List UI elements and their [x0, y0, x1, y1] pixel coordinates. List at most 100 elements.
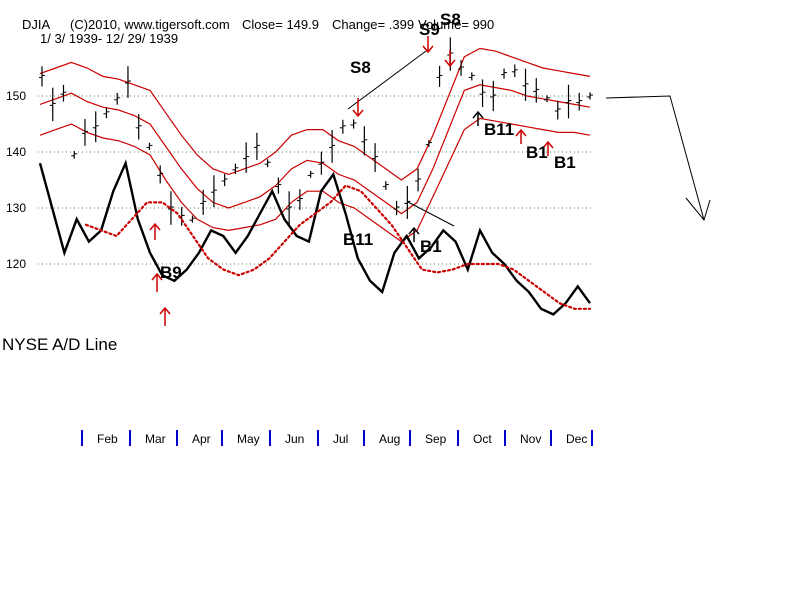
- price-bar: [232, 163, 239, 174]
- price-bar: [382, 181, 389, 191]
- month-label: Aug: [379, 432, 400, 446]
- trendline-1: [347, 50, 427, 110]
- price-bar: [146, 142, 153, 151]
- month-label: May: [237, 432, 260, 446]
- header-date-range: 1/ 3/ 1939- 12/ 29/ 1939: [40, 31, 178, 46]
- month-label: Dec: [566, 432, 587, 446]
- price-bar: [565, 84, 572, 119]
- price-bar: [124, 66, 131, 98]
- price-bar: [253, 132, 260, 161]
- price-bar: [350, 119, 357, 129]
- price-bar: [60, 84, 67, 102]
- price-bar: [533, 78, 540, 103]
- y-tick-label: 150: [6, 89, 26, 103]
- month-label: Jun: [285, 432, 304, 446]
- y-tick-label: 140: [6, 145, 26, 159]
- header-change: Change= .399: [332, 17, 414, 32]
- price-bar: [468, 72, 475, 81]
- price-bar: [415, 168, 422, 192]
- price-bar: [296, 189, 303, 210]
- price-bar: [243, 142, 250, 173]
- month-axis: Feb Mar Apr May Jun Jul Aug Sep Oct Nov Dec: [81, 430, 593, 446]
- buy-arrow-b11a: [472, 110, 484, 126]
- price-bar: [339, 119, 346, 134]
- price-bar: [458, 60, 465, 76]
- price-bar: [479, 79, 486, 107]
- sell-arrow-s8b: [444, 50, 456, 68]
- signal-label: B11: [343, 230, 373, 249]
- price-bar: [404, 185, 411, 219]
- price-bar: [329, 130, 336, 163]
- price-bar: [157, 165, 164, 184]
- month-label: Mar: [145, 432, 166, 446]
- signal-label: B11: [484, 120, 514, 139]
- middle-band-line: [39, 84, 591, 215]
- price-bar: [49, 87, 56, 122]
- price-bar: [275, 177, 282, 194]
- sell-arrow-s9: [422, 36, 434, 54]
- price-bar: [71, 150, 78, 159]
- price-bar: [210, 175, 217, 208]
- price-bar: [511, 64, 518, 78]
- y-tick-label: 130: [6, 201, 26, 215]
- price-bar: [436, 65, 443, 87]
- signal-arrows: [149, 36, 554, 326]
- a-d-line-moving-average-line: [84, 184, 592, 310]
- signal-label: S8: [440, 10, 461, 29]
- price-bar: [167, 191, 174, 225]
- price-bar: [490, 80, 497, 112]
- header-close: Close= 149.9: [242, 17, 319, 32]
- signal-label: B9: [160, 263, 182, 282]
- price-bar: [114, 92, 121, 105]
- price-bar: [221, 173, 228, 187]
- upper-band-line: [39, 47, 591, 181]
- lower-band-line: [39, 117, 591, 243]
- buy-arrow-b1c: [542, 140, 554, 156]
- price-bar: [81, 118, 88, 146]
- signal-label: S8: [350, 58, 371, 77]
- buy-arrow-b1b: [515, 128, 527, 144]
- price-bar: [522, 68, 529, 101]
- price-bar: [501, 68, 508, 79]
- buy-arrow-b9-1: [149, 222, 161, 240]
- ad-line-moving-average: [84, 184, 592, 310]
- price-bar: [393, 200, 400, 216]
- nyse-a-d-line-line: [38, 159, 591, 316]
- price-bar: [318, 151, 325, 175]
- signal-label: B1: [526, 143, 548, 162]
- trendline-2: [407, 201, 455, 227]
- price-bar: [425, 140, 432, 147]
- price-bar: [307, 171, 314, 178]
- month-label: Jul: [333, 432, 348, 446]
- price-bar: [189, 215, 196, 223]
- price-bar: [544, 95, 551, 103]
- price-bar: [92, 111, 99, 143]
- price-bar: [576, 92, 583, 111]
- projection-line: [605, 95, 705, 221]
- price-bar: [135, 114, 142, 140]
- price-bar: [554, 100, 561, 120]
- header-volume: Volume= 990: [418, 17, 494, 32]
- ad-line: [38, 159, 591, 316]
- price-bar: [200, 189, 207, 215]
- bollinger-bands: [39, 47, 591, 243]
- month-label: Sep: [425, 432, 447, 446]
- price-bar: [587, 92, 593, 100]
- month-label: Nov: [520, 432, 541, 446]
- month-label: Feb: [97, 432, 118, 446]
- price-bar: [286, 191, 293, 225]
- buy-arrow-b9-3: [159, 306, 171, 326]
- price-bar: [39, 66, 45, 87]
- price-bar: [372, 143, 379, 173]
- signal-label: B1: [554, 153, 576, 172]
- gridlines: 120 130 140 150: [6, 89, 592, 271]
- ad-line-label: NYSE A/D Line: [2, 335, 117, 354]
- header-copyright: (C)2010, www.tigersoft.com: [70, 17, 230, 32]
- buy-arrow-b1a: [408, 226, 420, 242]
- sell-arrow-s8a: [352, 98, 364, 118]
- header-symbol: DJIA: [22, 17, 51, 32]
- price-bar: [361, 126, 368, 156]
- month-label: Oct: [473, 432, 492, 446]
- price-bar: [264, 159, 271, 168]
